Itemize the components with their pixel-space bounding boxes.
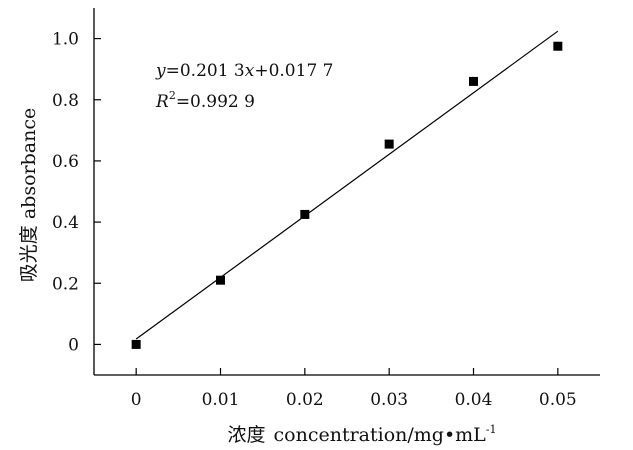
r2-superscript: 2 [169, 89, 176, 102]
data-point [469, 76, 478, 86]
y-tick-label: 1.0 [52, 30, 79, 50]
data-points [131, 41, 563, 349]
y-ticks: 0 0.2 0.4 0.6 0.8 1.0 [52, 30, 101, 355]
data-point [216, 275, 225, 285]
x-axis-title: 浓度 concentration/mg•mL-1 [227, 423, 496, 446]
y-tick-label: 0.6 [52, 152, 79, 172]
y-tick-label: 0.8 [52, 91, 79, 111]
x-ticks: 0 0.01 0.02 0.03 0.04 0.05 [131, 368, 577, 410]
y-tick-label: 0 [68, 335, 79, 355]
plot-area: 0 0.2 0.4 0.6 0.8 1.0 0 0.01 0.02 0.03 0.04 0.05 [52, 8, 600, 410]
data-point [131, 339, 141, 349]
r2-symbol: R [155, 92, 169, 112]
data-point [384, 139, 394, 149]
y-tick-label: 0.2 [52, 274, 79, 294]
x-tick-label: 0.05 [539, 390, 577, 410]
data-point [553, 41, 563, 51]
x-tick-label: 0.02 [286, 390, 324, 410]
x-tick-label: 0 [131, 390, 142, 410]
equation-slope: =0.201 3 [166, 61, 245, 81]
x-axis-title-sup: -1 [486, 423, 497, 436]
x-axis-title-en: concentration/mg•mL [274, 424, 487, 446]
equation-x: x [245, 61, 255, 81]
x-axis-title-cn: 浓度 [227, 424, 265, 446]
x-tick-label: 0.01 [202, 390, 240, 410]
y-axis-title: 吸光度 absorbance [18, 108, 40, 282]
y-tick-label: 0.4 [52, 213, 79, 233]
equation-intercept: +0.017 7 [254, 61, 333, 81]
equation-y: y [155, 61, 166, 81]
data-point [300, 209, 310, 219]
equation-label: y=0.201 3x+0.017 7 [155, 61, 333, 81]
fit-line [135, 30, 559, 340]
r2-value: =0.992 9 [176, 92, 255, 112]
r2-label: R2=0.992 9 [155, 89, 255, 112]
x-tick-label: 0.04 [455, 390, 493, 410]
x-tick-label: 0.03 [370, 390, 408, 410]
